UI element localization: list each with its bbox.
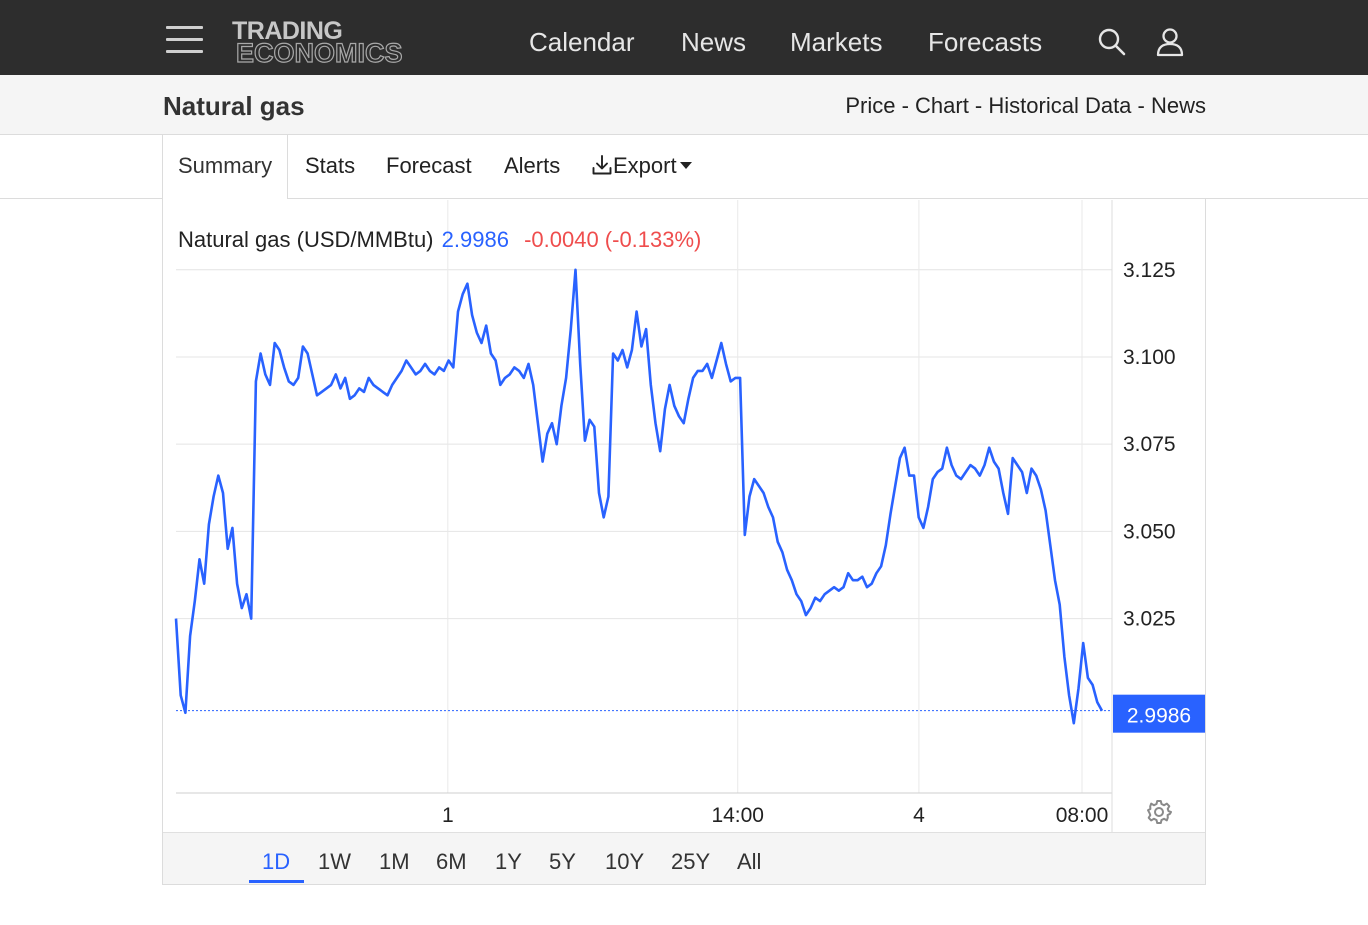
export-label: Export	[613, 153, 677, 178]
y-tick-label: 3.025	[1123, 608, 1176, 631]
range-25y[interactable]: 25Y	[671, 849, 711, 874]
range-1w[interactable]: 1W	[318, 849, 351, 874]
breadcrumb: Price - Chart - Historical Data - News	[845, 93, 1206, 119]
crumb-price[interactable]: Price	[845, 93, 896, 118]
range-5y[interactable]: 5Y	[549, 849, 576, 874]
x-tick-label: 08:00	[1056, 804, 1109, 827]
x-tick-label: 14:00	[711, 804, 764, 827]
y-tick-label: 3.050	[1123, 520, 1176, 543]
x-tick-label: 1	[442, 804, 454, 827]
range-1m[interactable]: 1M	[379, 849, 410, 874]
last-price: 2.9986	[441, 227, 509, 252]
tab-alerts[interactable]: Alerts	[504, 153, 561, 178]
nav-link-forecasts[interactable]: Forecasts	[928, 27, 1043, 57]
active-range-underline	[249, 880, 304, 883]
logo-line1: TRADING	[232, 17, 343, 45]
y-tick-label: 3.100	[1123, 346, 1176, 369]
chart-header: Natural gas (USD/MMBtu) 2.9986 -0.0040 (…	[178, 227, 701, 253]
user-icon[interactable]	[1154, 26, 1186, 58]
nav-link-calendar[interactable]: Calendar	[529, 27, 635, 57]
logo[interactable]: TRADING ECONOMICS	[232, 17, 412, 68]
top-nav: TRADING ECONOMICS Calendar News Markets …	[0, 0, 1368, 75]
instrument-name: Natural gas (USD/MMBtu)	[178, 227, 434, 252]
crumb-historical-data[interactable]: Historical Data	[988, 93, 1132, 118]
download-icon	[592, 155, 612, 175]
nav-link-news[interactable]: News	[681, 27, 747, 57]
logo-line2: ECONOMICS	[235, 38, 403, 68]
tab-export[interactable]: Export	[591, 135, 692, 199]
range-1d[interactable]: 1D	[262, 849, 291, 874]
range-1y[interactable]: 1Y	[495, 849, 522, 874]
price-change: -0.0040 (-0.133%)	[524, 227, 702, 252]
tab-bar: Summary Stats Forecast Alerts Export	[0, 135, 1368, 200]
last-value-badge	[1113, 694, 1205, 733]
crumb-separator: -	[968, 93, 989, 118]
chart-panel	[162, 199, 1206, 885]
tab-summary[interactable]: Summary	[162, 135, 289, 200]
caret-down-icon	[679, 162, 692, 170]
search-icon[interactable]	[1096, 26, 1128, 58]
crumb-news[interactable]: News	[1150, 93, 1206, 118]
title-bar: Natural gas Price - Chart - Historical D…	[0, 75, 1368, 135]
range-10y[interactable]: 10Y	[605, 849, 645, 874]
page-title: Natural gas	[163, 91, 305, 121]
gear-icon[interactable]	[1145, 798, 1173, 826]
crumb-separator: -	[895, 93, 916, 118]
tab-forecast[interactable]: Forecast	[386, 153, 472, 178]
y-tick-label: 3.125	[1123, 259, 1176, 282]
last-value-label: 2.9986	[1127, 705, 1191, 728]
x-tick-label: 4	[913, 804, 925, 827]
nav-link-markets[interactable]: Markets	[790, 27, 883, 57]
range-6m[interactable]: 6M	[436, 849, 467, 874]
y-tick-label: 3.075	[1123, 433, 1176, 456]
menu-icon[interactable]	[166, 26, 203, 54]
range-all[interactable]: All	[737, 849, 762, 874]
price-line	[174, 268, 1104, 725]
tab-stats[interactable]: Stats	[305, 153, 356, 178]
range-selector: 1D 1W 1M 6M 1Y 5Y 10Y 25Y All	[163, 832, 1205, 884]
crumb-separator: -	[1131, 93, 1151, 118]
crumb-chart[interactable]: Chart	[915, 93, 969, 118]
